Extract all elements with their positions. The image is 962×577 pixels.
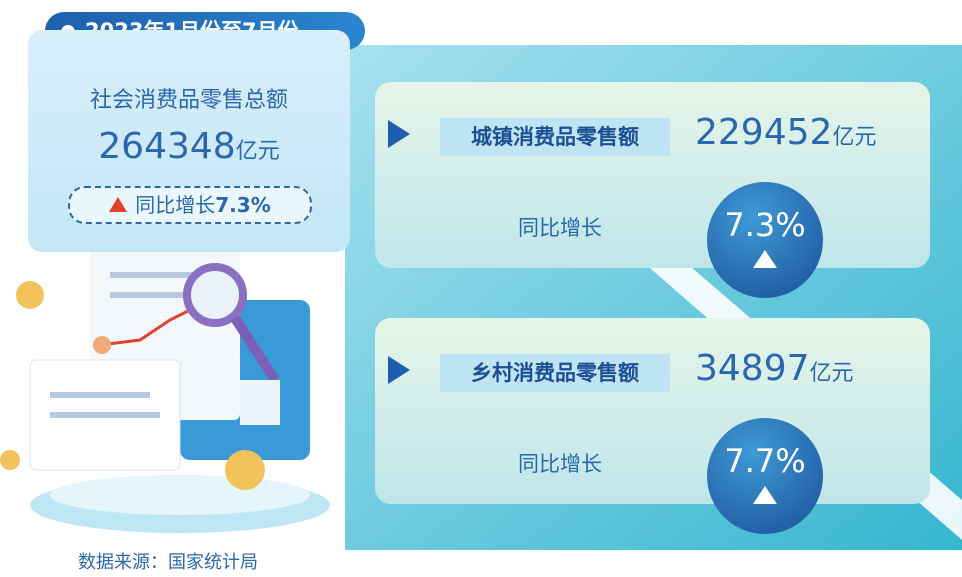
growth-circle: 7.7% (707, 418, 823, 534)
total-unit: 亿元 (236, 139, 280, 164)
growth-label: 同比增长 (135, 193, 215, 217)
growth-value: 7.3% (215, 193, 270, 217)
arrow (388, 120, 410, 148)
item-value: 229452亿元 (695, 112, 876, 153)
arrow (388, 356, 410, 384)
item-number: 229452 (695, 112, 832, 153)
total-growth: 同比增长7.3% (68, 186, 312, 224)
item-unit: 亿元 (810, 361, 854, 386)
total-label: 社会消费品零售总额 (28, 82, 350, 114)
growth-label: 同比增长 (470, 448, 650, 478)
total-value: 264348亿元 (28, 126, 350, 167)
growth-value: 7.3% (707, 206, 823, 244)
up-arrow (753, 250, 777, 268)
item-card (375, 318, 930, 504)
infographic: 2023年1月份至7月份 社会消费品零售总额 264348亿元 同比增长7.3%… (0, 0, 962, 577)
growth-value: 7.7% (707, 442, 823, 480)
item-card (375, 82, 930, 268)
item-label: 乡村消费品零售额 (440, 354, 670, 392)
item-number: 34897 (695, 348, 810, 389)
total-number: 264348 (98, 126, 235, 167)
source: 数据来源：国家统计局 (78, 548, 258, 574)
growth-circle: 7.3% (707, 182, 823, 298)
item-unit: 亿元 (832, 125, 876, 150)
growth-label: 同比增长 (470, 212, 650, 242)
up-arrow (753, 486, 777, 504)
item-value: 34897亿元 (695, 348, 854, 389)
item-label: 城镇消费品零售额 (440, 118, 670, 156)
